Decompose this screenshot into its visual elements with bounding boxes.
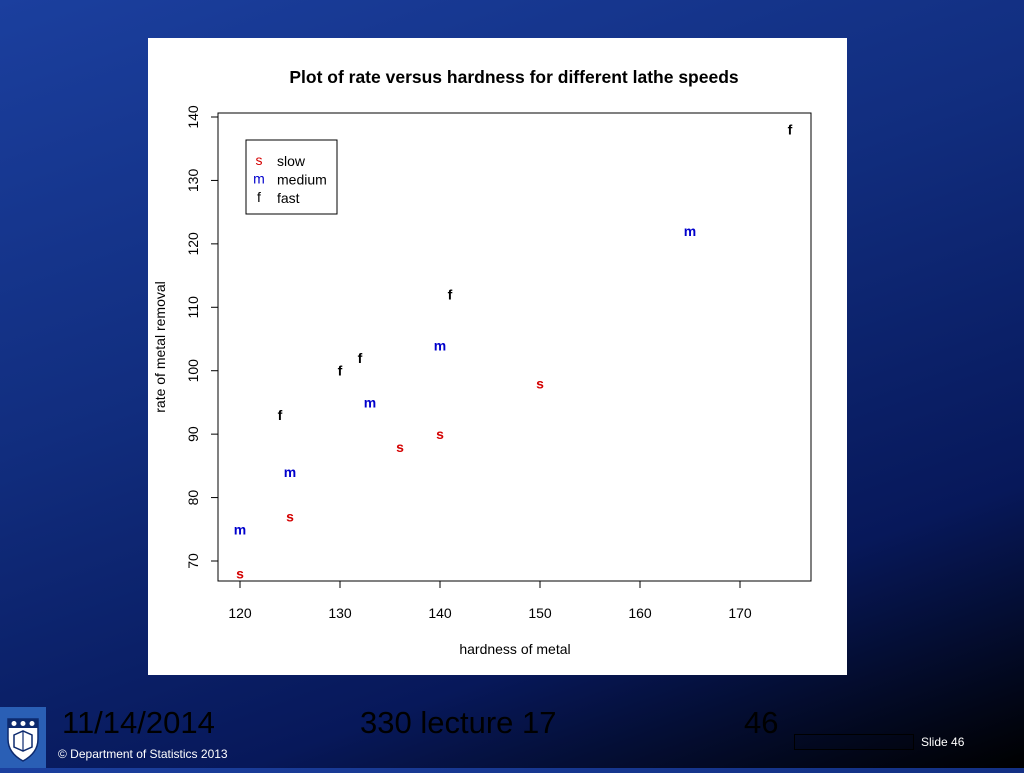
y-tick-label: 70	[185, 553, 201, 569]
data-point-medium: m	[234, 521, 246, 537]
x-axis-label: hardness of metal	[459, 641, 570, 657]
data-point-slow: s	[536, 375, 544, 391]
data-point-slow: s	[236, 566, 244, 582]
y-axis: 70 80 90 100 110 120 130 140	[185, 105, 219, 569]
footer-date: 11/14/2014	[62, 705, 215, 740]
x-tick-label: 120	[228, 605, 252, 621]
legend-symbol-medium: m	[253, 171, 265, 187]
footer-placeholder-box	[794, 734, 914, 750]
y-tick-label: 80	[185, 490, 201, 506]
x-tick-label: 170	[728, 605, 752, 621]
data-point-fast: f	[358, 350, 363, 366]
footer-lecture-title: 330 lecture 17	[360, 705, 557, 740]
y-tick-label: 110	[185, 296, 201, 319]
y-tick-label: 140	[185, 105, 201, 129]
data-point-medium: m	[284, 464, 296, 480]
data-point-fast: f	[448, 287, 453, 303]
y-tick-label: 90	[185, 426, 201, 442]
data-point-medium: m	[364, 394, 376, 410]
data-point-slow: s	[396, 439, 404, 455]
data-point-medium: m	[684, 223, 696, 239]
legend-symbol-fast: f	[257, 189, 261, 205]
x-tick-label: 160	[628, 605, 652, 621]
x-tick-label: 150	[528, 605, 552, 621]
data-point-fast: f	[788, 122, 793, 138]
legend-label-medium: medium	[277, 172, 327, 188]
legend-symbol-slow: s	[256, 152, 263, 168]
data-point-medium: m	[434, 337, 446, 353]
plot-panel: Plot of rate versus hardness for differe…	[148, 38, 847, 675]
chart-title: Plot of rate versus hardness for differe…	[289, 67, 739, 87]
data-point-fast: f	[338, 363, 343, 379]
y-tick-label: 120	[185, 232, 201, 256]
legend-box	[245, 139, 338, 215]
x-tick-label: 140	[428, 605, 452, 621]
footer-page-number: 46	[744, 705, 779, 740]
legend-label-fast: fast	[277, 190, 300, 206]
data-point-slow: s	[436, 426, 444, 442]
y-tick-label: 100	[185, 359, 201, 383]
university-crest-logo	[0, 707, 46, 768]
x-tick-label: 130	[328, 605, 352, 621]
data-point-slow: s	[286, 509, 294, 525]
x-axis: 120 130 140 150 160 170	[228, 580, 752, 621]
slide-number-label: Slide 46	[921, 735, 965, 749]
scatter-chart: Plot of rate versus hardness for differe…	[152, 67, 812, 657]
data-point-fast: f	[278, 407, 283, 423]
copyright-notice: © Department of Statistics 2013	[58, 747, 228, 761]
y-tick-label: 130	[185, 169, 201, 193]
legend-label-slow: slow	[277, 153, 306, 169]
y-axis-label: rate of metal removal	[152, 281, 168, 413]
